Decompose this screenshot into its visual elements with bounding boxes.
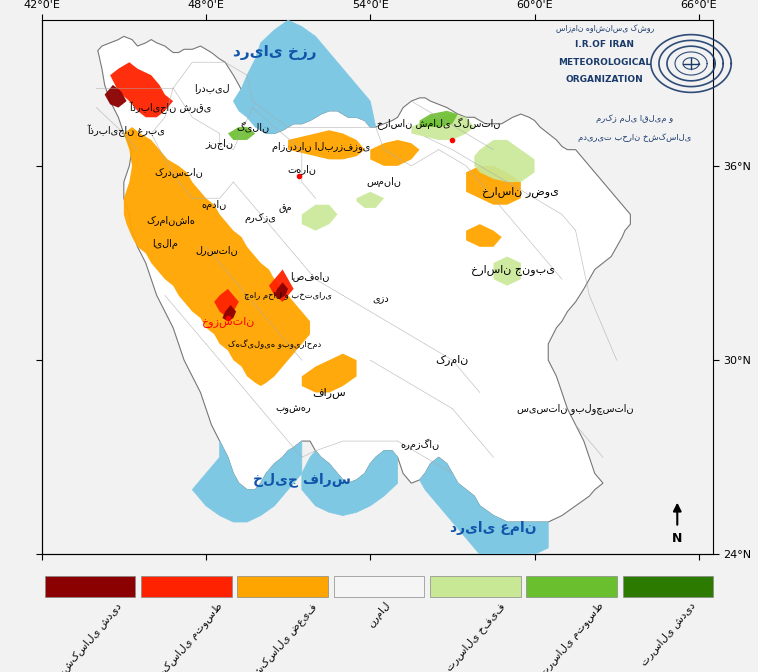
Polygon shape bbox=[288, 130, 365, 159]
Text: یزد: یزد bbox=[373, 294, 390, 304]
Text: I.R.OF IRAN: I.R.OF IRAN bbox=[575, 40, 634, 49]
Text: خراسان رضوی: خراسان رضوی bbox=[482, 186, 559, 198]
Text: ایلام: ایلام bbox=[152, 239, 178, 249]
Text: چهار محال و بختیاری: چهار محال و بختیاری bbox=[244, 291, 332, 300]
Polygon shape bbox=[215, 289, 239, 318]
Text: قم: قم bbox=[279, 203, 292, 213]
Polygon shape bbox=[110, 62, 173, 118]
Polygon shape bbox=[269, 269, 293, 302]
Text: زنجان: زنجان bbox=[205, 138, 233, 149]
Polygon shape bbox=[274, 282, 288, 298]
Text: ترسالی متوسط: ترسالی متوسط bbox=[537, 601, 606, 672]
Text: ترسالی خفیف: ترسالی خفیف bbox=[443, 601, 507, 672]
Polygon shape bbox=[228, 127, 255, 140]
Polygon shape bbox=[193, 441, 302, 522]
Text: خلیج فارس: خلیج فارس bbox=[253, 472, 351, 487]
Polygon shape bbox=[233, 20, 376, 134]
Text: مازندران البرزفزوی: مازندران البرزفزوی bbox=[272, 141, 370, 152]
Polygon shape bbox=[466, 224, 502, 247]
Polygon shape bbox=[475, 140, 534, 182]
FancyBboxPatch shape bbox=[45, 576, 135, 597]
Text: اردبیل: اردبیل bbox=[193, 83, 229, 93]
Text: N: N bbox=[672, 532, 682, 545]
Polygon shape bbox=[302, 451, 398, 515]
FancyBboxPatch shape bbox=[141, 576, 231, 597]
Text: کرمانشاه: کرمانشاه bbox=[146, 216, 195, 226]
Text: مرکزی: مرکزی bbox=[245, 212, 277, 222]
Polygon shape bbox=[222, 305, 236, 321]
Text: هرمزگان: هرمزگان bbox=[400, 439, 439, 450]
Polygon shape bbox=[124, 127, 310, 386]
Polygon shape bbox=[419, 111, 458, 127]
Polygon shape bbox=[105, 85, 127, 108]
Polygon shape bbox=[98, 36, 631, 522]
Text: گیلان: گیلان bbox=[236, 122, 269, 132]
Polygon shape bbox=[412, 114, 475, 140]
Text: دریای خزر: دریای خزر bbox=[233, 45, 316, 60]
Text: خشکسالی ضعیف: خشکسالی ضعیف bbox=[246, 601, 319, 672]
Text: خراسان شمالی گلستان: خراسان شمالی گلستان bbox=[377, 118, 500, 130]
Text: بوشهر: بوشهر bbox=[276, 404, 312, 414]
Text: دریای عمان: دریای عمان bbox=[450, 521, 537, 536]
FancyBboxPatch shape bbox=[237, 576, 328, 597]
FancyBboxPatch shape bbox=[623, 576, 713, 597]
Text: خوزستان: خوزستان bbox=[201, 316, 255, 327]
Polygon shape bbox=[419, 457, 548, 564]
Polygon shape bbox=[370, 140, 419, 166]
Text: تهران: تهران bbox=[287, 164, 316, 174]
Text: METEOROLOGICAL: METEOROLOGICAL bbox=[558, 58, 651, 67]
Text: خشکسالی متوسط: خشکسالی متوسط bbox=[148, 601, 224, 672]
Text: کرمان: کرمان bbox=[436, 355, 469, 366]
FancyBboxPatch shape bbox=[334, 576, 424, 597]
Text: سمنان: سمنان bbox=[366, 177, 402, 187]
Text: لرستان: لرستان bbox=[196, 245, 238, 255]
Text: سازمان هواشناسی کشور: سازمان هواشناسی کشور bbox=[556, 24, 654, 34]
Text: آذربایجان شرقی: آذربایجان شرقی bbox=[129, 101, 211, 114]
Text: نرمال: نرمال bbox=[365, 601, 393, 630]
Polygon shape bbox=[493, 257, 521, 286]
Text: مرکز ملی اقلیم و: مرکز ملی اقلیم و bbox=[597, 114, 673, 123]
Text: خشکسالی شدید: خشکسالی شدید bbox=[56, 601, 124, 672]
Text: خراسان جنوبی: خراسان جنوبی bbox=[471, 264, 555, 275]
Polygon shape bbox=[302, 353, 356, 392]
Text: ترسالی شدید: ترسالی شدید bbox=[639, 601, 697, 667]
Text: کردستان: کردستان bbox=[154, 167, 203, 177]
Text: ORGANIZATION: ORGANIZATION bbox=[565, 75, 644, 84]
Text: اصفهان: اصفهان bbox=[290, 271, 330, 281]
FancyBboxPatch shape bbox=[430, 576, 521, 597]
Text: سیستان وبلوچستان: سیستان وبلوچستان bbox=[517, 403, 634, 414]
FancyBboxPatch shape bbox=[527, 576, 617, 597]
Polygon shape bbox=[356, 192, 384, 208]
Polygon shape bbox=[302, 205, 337, 230]
Text: مدیریت بحران خشکسالی: مدیریت بحران خشکسالی bbox=[578, 133, 691, 142]
Text: آذربایجان غربی: آذربایجان غربی bbox=[88, 124, 165, 136]
Polygon shape bbox=[466, 166, 521, 205]
Text: فارس: فارس bbox=[312, 387, 346, 398]
Text: همدان: همدان bbox=[202, 200, 227, 210]
Text: کهگیلویه وبویراحمد: کهگیلویه وبویراحمد bbox=[228, 339, 321, 349]
